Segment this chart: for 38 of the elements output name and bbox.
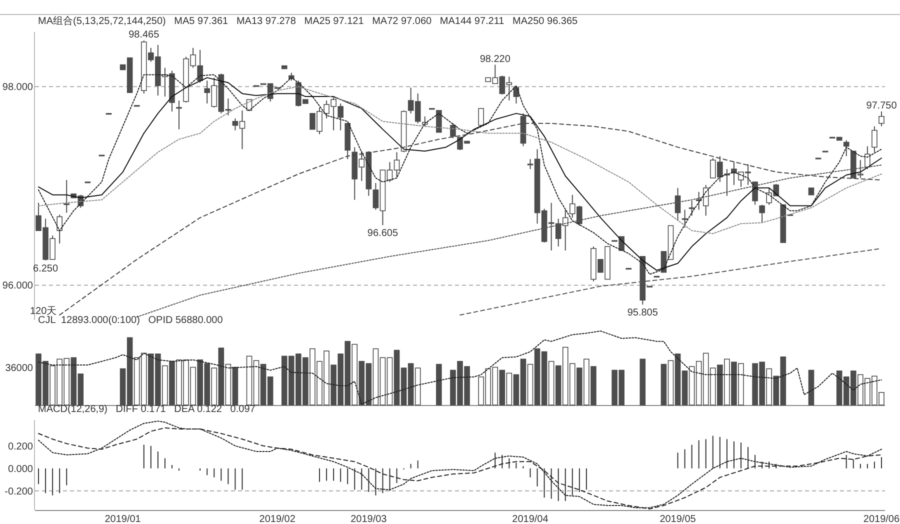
x-tick-label: 2019/06 [863, 514, 900, 524]
y-tick-label: 0.000 [8, 464, 34, 475]
text: MA组合(5,13,25,72,144,250) MA5 97.361 MA13 97.278 MA25 97.121 MA72 97.060 MA144 97.211 MA250 96.365 [38, 15, 578, 27]
candlestick [478, 108, 484, 126]
candlestick [436, 110, 442, 133]
annotation: CJL 12893.000(0:100) OPID 56880.000 [38, 315, 224, 326]
candlestick [682, 209, 688, 228]
bar [640, 358, 646, 406]
annotation: 98.220 [480, 54, 511, 65]
candlestick [688, 200, 695, 216]
y-tick-label: -0.200 [4, 486, 34, 498]
candlestick [872, 126, 878, 153]
x-tick-label: 2019/02 [259, 514, 296, 524]
annotation: 96.605 [367, 228, 398, 240]
annotation: 6.250 [33, 263, 58, 274]
candlestick [56, 214, 62, 244]
candlestick [759, 204, 765, 224]
candlestick [843, 140, 850, 157]
bar [436, 364, 442, 406]
line-series [460, 248, 882, 316]
annotation: 97.750 [866, 100, 898, 112]
y-tick-label: 0.200 [8, 441, 34, 452]
x-tick-label: 2019/01 [104, 514, 142, 524]
candlestick [878, 110, 884, 127]
bar [808, 370, 814, 406]
x-tick-label: 2019/05 [660, 514, 696, 524]
x-tick-label: 2019/03 [350, 514, 388, 524]
annotation: MACD(12,26,9) DIFF 0.171 DEA 0.122 0.097 [38, 404, 256, 415]
annotation: 120天 [30, 306, 57, 317]
x-tick-label: 2019/04 [512, 514, 549, 524]
annotation: 95.805 [627, 308, 658, 319]
y-tick-label: 98.000 [2, 82, 34, 94]
candlestick [64, 179, 70, 214]
text: 36000 [5, 363, 34, 374]
y-tick-label: 96.000 [2, 280, 34, 292]
candlestick [674, 187, 681, 222]
candlestick [176, 100, 182, 130]
annotation: 98.465 [128, 29, 160, 40]
